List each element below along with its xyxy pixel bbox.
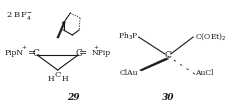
Text: =: = bbox=[28, 49, 36, 59]
Text: Ph$_3$P: Ph$_3$P bbox=[118, 30, 139, 42]
Text: C(OEt)$_2$: C(OEt)$_2$ bbox=[195, 30, 227, 41]
Text: 2 BF$_4^{-}$: 2 BF$_4^{-}$ bbox=[6, 11, 32, 23]
Text: 29: 29 bbox=[67, 93, 80, 102]
Text: PipN: PipN bbox=[4, 49, 24, 57]
Polygon shape bbox=[57, 22, 66, 38]
Polygon shape bbox=[139, 58, 169, 71]
Text: C: C bbox=[76, 49, 83, 59]
Text: C: C bbox=[165, 52, 171, 60]
Text: H: H bbox=[48, 75, 54, 83]
Text: =: = bbox=[79, 49, 87, 59]
Text: C: C bbox=[33, 49, 40, 59]
Text: ClAu: ClAu bbox=[120, 69, 139, 77]
Text: H: H bbox=[61, 75, 68, 83]
Text: C: C bbox=[55, 71, 61, 79]
Text: +: + bbox=[21, 45, 26, 50]
Text: NPip: NPip bbox=[92, 49, 111, 57]
Text: 30: 30 bbox=[162, 93, 174, 102]
Text: +: + bbox=[93, 45, 98, 50]
Text: AuCl: AuCl bbox=[195, 69, 214, 77]
